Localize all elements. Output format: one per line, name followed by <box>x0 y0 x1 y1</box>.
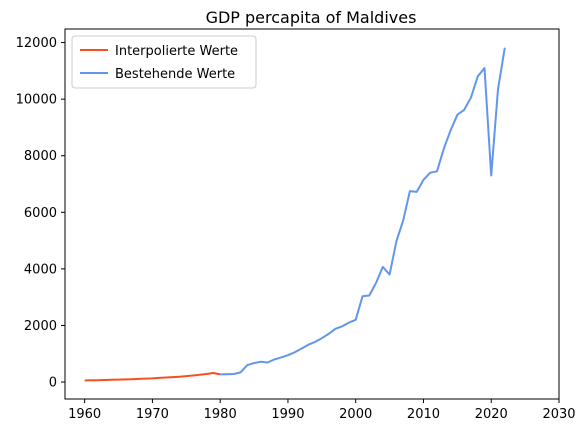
x-tick-label: 1960 <box>68 407 101 422</box>
series-layer <box>84 47 506 382</box>
x-tick-label: 2030 <box>542 407 575 422</box>
plot-area-frame <box>64 28 560 400</box>
x-tick-label: 2000 <box>339 407 372 422</box>
series-line-existing <box>220 47 506 376</box>
y-tick-label: 2000 <box>24 319 57 334</box>
legend: Interpolierte Werte Bestehende Werte <box>71 35 257 89</box>
y-tick-label: 8000 <box>24 149 57 164</box>
y-tick-label: 6000 <box>24 206 57 221</box>
series-line-interpolated <box>84 372 221 382</box>
y-tick-label: 4000 <box>24 262 57 277</box>
y-tick-label: 10000 <box>16 93 57 108</box>
x-axis: 1960 1970 1980 1990 2000 2010 2020 2030 <box>68 399 576 422</box>
x-tick-label: 1980 <box>204 407 237 422</box>
chart-title: GDP percapita of Maldives <box>206 8 417 27</box>
y-tick-label: 12000 <box>16 36 57 51</box>
y-tick-label: 0 <box>49 376 57 391</box>
legend-label-interpolated: Interpolierte Werte <box>115 44 238 59</box>
x-tick-label: 1970 <box>136 407 169 422</box>
x-tick-label: 2020 <box>475 407 508 422</box>
x-tick-label: 1990 <box>271 407 304 422</box>
legend-label-existing: Bestehende Werte <box>115 67 235 82</box>
x-tick-label: 2010 <box>407 407 440 422</box>
y-axis: 0 2000 4000 6000 8000 10000 12000 <box>16 36 65 391</box>
legend-box <box>71 35 257 89</box>
